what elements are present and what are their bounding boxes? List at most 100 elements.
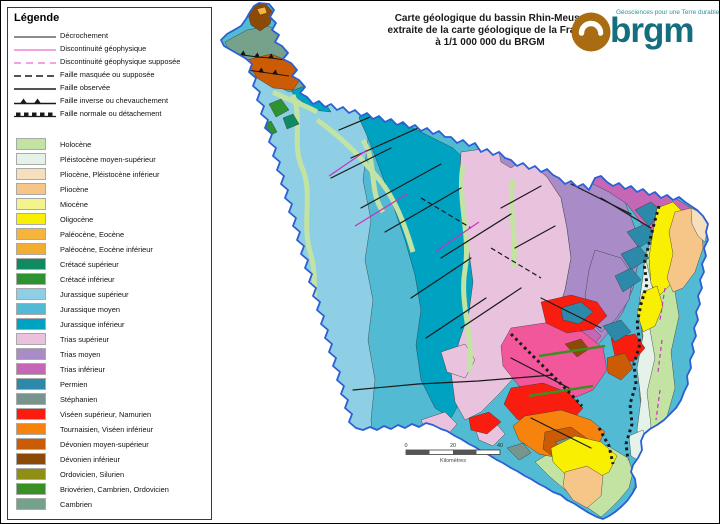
legend-color-item: Viséen supérieur, Namurien [8, 408, 211, 422]
legend-color-item: Trias supérieur [8, 333, 211, 347]
legend-color-item: Jurassique inférieur [8, 318, 211, 332]
legend-color-swatch [16, 153, 46, 165]
legend-color-swatch [16, 498, 46, 510]
legend-color-item: Jurassique moyen [8, 303, 211, 317]
legend-color-swatch [16, 363, 46, 375]
region-pliocene-sud [562, 465, 604, 509]
legend-color-label: Pléistocène moyen-supérieur [60, 155, 156, 164]
line-symbol-faille-inverse [14, 98, 56, 105]
map-title: Carte géologique du bassin Rhin-Meuse ex… [345, 13, 635, 49]
legend-color-item: Jurassique supérieur [8, 288, 211, 302]
legend-color-item: Holocène [8, 138, 211, 152]
legend-color-swatch [16, 168, 46, 180]
region-paleocene-patch [256, 6, 268, 16]
legend-color-swatch [16, 183, 46, 195]
legend-color-item: Ordovicien, Silurien [8, 468, 211, 482]
region-permien-patch [560, 301, 594, 325]
legend-color-item: Pliocène [8, 183, 211, 197]
line-symbol-faille-masquee [14, 75, 56, 77]
legend-color-label: Pliocène, Pléistocène inférieur [60, 170, 160, 179]
legend-color-label: Dévonien inférieur [60, 455, 120, 464]
legend-color-swatch [16, 243, 46, 255]
region-devonien-ms-patch [606, 352, 634, 381]
legend-color-label: Dévonien moyen-supérieur [60, 440, 149, 449]
region-permien-est [614, 267, 642, 293]
legend-color-label: Cambrien [60, 500, 93, 509]
legend-color-item: Oligocène [8, 213, 211, 227]
legend-color-item: Miocène [8, 198, 211, 212]
legend-line-item: Faille normale ou détachement [8, 108, 211, 120]
legend-color-label: Crétacé inférieur [60, 275, 115, 284]
region-jurassique-superieur [221, 54, 376, 446]
legend-color-label: Stéphanien [60, 395, 98, 404]
legend-color-swatch [16, 333, 46, 345]
legend-color-item: Trias inférieur [8, 363, 211, 377]
brgm-logo: Géosciences pour une Terre durable brgm [570, 6, 720, 58]
legend-line-label: Décrochement [60, 31, 109, 40]
legend-color-item: Permien [8, 378, 211, 392]
legend-color-item: Pliocène, Pléistocène inférieur [8, 168, 211, 182]
line-symbol-faille-observee [14, 88, 56, 90]
legend-color-item: Briovérien, Cambrien, Ordovicien [8, 483, 211, 497]
legend-title: Légende [14, 12, 60, 24]
legend-color-label: Tournaisien, Viséen inférieur [60, 425, 154, 434]
legend-line-item: Discontinuité géophysique supposée [8, 56, 211, 68]
legend-panel: Légende Décrochement Discontinuité géoph… [7, 7, 212, 520]
legend-color-swatch [16, 288, 46, 300]
brgm-wordmark: brgm [610, 11, 694, 50]
legend-color-swatch [16, 228, 46, 240]
legend-color-swatch [16, 318, 46, 330]
legend-color-label: Jurassique supérieur [60, 290, 129, 299]
region-cretace-superieur [282, 113, 300, 130]
legend-color-label: Trias supérieur [60, 335, 110, 344]
legend-color-label: Paléocène, Eocène [60, 230, 125, 239]
brgm-tagline: Géosciences pour une Terre durable [616, 9, 720, 16]
discontinuites-magenta [328, 149, 666, 421]
line-symbol-discontinuite-supposee [14, 62, 56, 64]
legend-color-swatch [16, 483, 46, 495]
legend-color-item: Cambrien [8, 498, 211, 512]
scale-bar-segment [453, 450, 477, 455]
region-permien-patch [602, 319, 632, 343]
legend-color-item: Paléocène, Eocène inférieur [8, 243, 211, 257]
legend-color-swatch [16, 348, 46, 360]
legend-color-label: Ordovicien, Silurien [60, 470, 125, 479]
legend-line-label: Faille inverse ou chevauchement [60, 96, 169, 105]
scale-tick-40: 40 [497, 443, 503, 449]
region-cretace-inferieur [268, 98, 290, 118]
legend-color-label: Trias moyen [60, 350, 101, 359]
geological-map: 0 20 40 Kilomètres [220, 2, 709, 520]
legend-color-swatch [16, 408, 46, 420]
line-symbol-decrochement [14, 36, 56, 38]
basin-boundary [220, 2, 709, 520]
legend-line-label: Discontinuité géophysique [60, 44, 147, 53]
legend-color-label: Crétacé supérieur [60, 260, 119, 269]
legend-color-label: Oligocène [60, 215, 94, 224]
legend-color-item: Trias moyen [8, 348, 211, 362]
brioverien-bands [528, 344, 606, 398]
legend-color-swatch [16, 393, 46, 405]
legend-color-label: Holocène [60, 140, 92, 149]
brgm-logo-icon [571, 12, 611, 52]
legend-line-item: Faille inverse ou chevauchement [8, 95, 211, 107]
legend-color-item: Crétacé supérieur [8, 258, 211, 272]
scale-bar-segment [406, 450, 430, 455]
legend-color-swatch [16, 213, 46, 225]
legend-color-swatch [16, 423, 46, 435]
scale-bar: 0 20 40 Kilomètres [404, 443, 503, 464]
legend-color-label: Jurassique moyen [60, 305, 120, 314]
legend-line-item: Faille masquée ou supposée [8, 69, 211, 81]
legend-color-swatch [16, 303, 46, 315]
legend-color-item: Tournaisien, Viséen inférieur [8, 423, 211, 437]
legend-color-swatch [16, 258, 46, 270]
faults-masked [420, 197, 542, 279]
line-symbol-faille-normale [14, 112, 56, 118]
basin-fill-layers [221, 3, 708, 519]
legend-line-label: Faille observée [60, 83, 111, 92]
legend-color-swatch [16, 378, 46, 390]
legend-color-label: Paléocène, Eocène inférieur [60, 245, 153, 254]
scale-tick-0: 0 [404, 443, 407, 449]
legend-color-swatch [16, 453, 46, 465]
legend-color-swatch [16, 273, 46, 285]
scale-unit-label: Kilomètres [440, 458, 466, 464]
